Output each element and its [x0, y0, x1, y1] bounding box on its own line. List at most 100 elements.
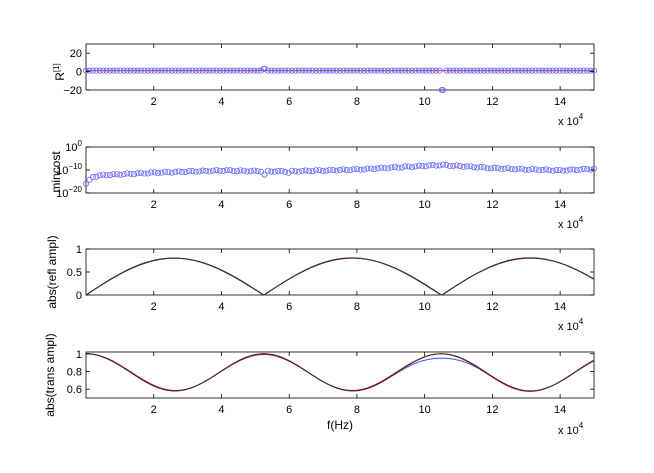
data-point: [546, 167, 553, 174]
data-point: [144, 170, 151, 177]
data-point: [563, 67, 570, 74]
data-point: [247, 168, 254, 175]
data-point: [542, 166, 549, 173]
data-point: [83, 67, 90, 74]
data-point: [422, 67, 429, 74]
data-point: [364, 165, 371, 172]
data-point: [361, 67, 368, 74]
data-point: [312, 67, 319, 74]
data-point: [340, 67, 347, 74]
data-point: [508, 67, 515, 74]
data-point: [357, 67, 364, 74]
data-point: [439, 161, 446, 168]
data-point: [501, 165, 508, 172]
data-point: [199, 67, 206, 74]
data-point: [474, 67, 481, 74]
data-point: [409, 164, 416, 171]
data-point: [316, 167, 323, 174]
data-point: [282, 168, 289, 175]
series-line: [85, 353, 595, 392]
data-point: [192, 67, 199, 74]
data-point: [282, 67, 289, 74]
data-point: [285, 169, 292, 176]
x-tick-label: 2: [151, 96, 157, 108]
data-point: [498, 166, 505, 173]
data-marks: [83, 65, 598, 94]
data-point: [227, 167, 234, 174]
data-point: [433, 67, 440, 74]
data-point: [566, 67, 573, 74]
data-point: [203, 167, 210, 174]
data-point: [450, 67, 457, 74]
data-point: [381, 67, 388, 74]
data-point: [278, 67, 285, 74]
data-point: [374, 165, 381, 172]
y-tick-label: 10−10: [56, 162, 82, 177]
data-point: [573, 67, 580, 74]
data-point: [254, 67, 261, 74]
data-point: [494, 67, 501, 74]
x-tick-label: 6: [286, 301, 292, 313]
data-point: [395, 67, 402, 74]
data-point: [336, 166, 343, 173]
y-ticks: 10−20 10−10 100: [56, 139, 594, 200]
data-point: [429, 67, 436, 74]
data-point: [306, 168, 313, 175]
data-point: [295, 168, 302, 175]
data-point: [412, 163, 419, 170]
data-point: [553, 67, 560, 74]
data-point: [230, 67, 237, 74]
data-point: [457, 163, 464, 170]
data-point: [584, 67, 591, 74]
data-point: [182, 67, 189, 74]
data-point: [299, 167, 306, 174]
data-point: [86, 67, 93, 74]
data-point: [124, 170, 131, 177]
data-point: [302, 67, 309, 74]
data-point: [553, 167, 560, 174]
data-point: [326, 67, 333, 74]
data-point: [251, 167, 258, 174]
data-point: [446, 67, 453, 74]
data-point: [275, 67, 282, 74]
data-point: [343, 67, 350, 74]
data-point: [426, 67, 433, 74]
data-point: [240, 67, 247, 74]
data-point: [285, 67, 292, 74]
data-point: [378, 67, 385, 74]
data-point: [371, 166, 378, 173]
data-point: [357, 166, 364, 173]
data-point: [388, 164, 395, 171]
data-point: [172, 168, 179, 175]
data-point: [319, 167, 326, 174]
data-point: [172, 67, 179, 74]
x-multiplier: x 104: [558, 112, 584, 128]
x-tick-label: 12: [486, 301, 498, 313]
data-point: [268, 67, 275, 74]
data-point: [155, 170, 162, 177]
data-point: [333, 167, 340, 174]
plot-frame: [85, 351, 595, 399]
data-point: [144, 67, 151, 74]
data-point: [391, 164, 398, 171]
data-point: [192, 168, 199, 175]
y-tick-label: −20: [63, 85, 82, 97]
data-point: [443, 161, 450, 168]
data-point: [347, 167, 354, 174]
x-tick-label: 8: [354, 404, 360, 416]
data-point: [388, 67, 395, 74]
data-point: [278, 168, 285, 175]
data-point: [488, 165, 495, 172]
data-point: [196, 168, 203, 175]
data-point: [137, 169, 144, 176]
data-point: [415, 67, 422, 74]
x-multiplier: x 104: [558, 215, 584, 231]
data-point: [367, 165, 374, 172]
y-axis-label: mincost: [49, 151, 63, 193]
data-point: [539, 166, 546, 173]
data-point: [89, 67, 96, 74]
data-point: [189, 168, 196, 175]
data-point: [491, 67, 498, 74]
data-point: [563, 167, 570, 174]
